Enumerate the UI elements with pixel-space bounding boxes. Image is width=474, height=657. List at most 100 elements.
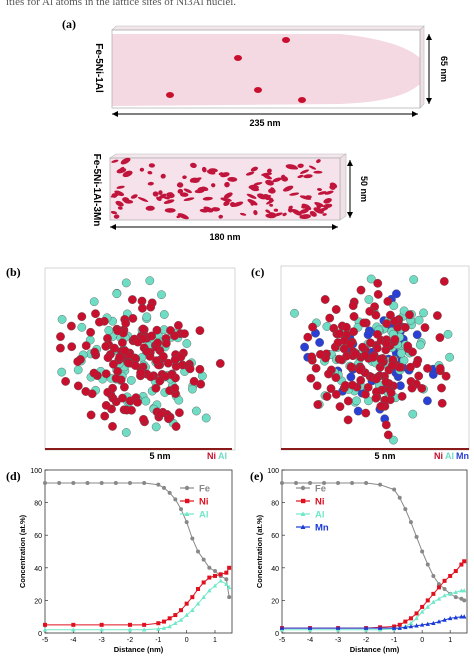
atom-al: [57, 314, 67, 324]
atom-ni: [335, 329, 345, 339]
atom-ni: [86, 327, 96, 337]
atom-ni: [118, 338, 127, 348]
x-tick-label: -5: [279, 637, 285, 644]
data-point-mn: [425, 621, 430, 626]
height-label-bottom: 50 nm: [359, 176, 369, 202]
data-point-ni: [431, 591, 436, 596]
atom-ni: [109, 359, 118, 369]
precipitate: [282, 37, 290, 43]
precipitate: [189, 178, 196, 183]
atom-ni: [123, 358, 133, 368]
precipitate: [246, 193, 257, 199]
x-tick-label: -4: [70, 637, 76, 644]
precipitate: [250, 200, 255, 206]
atom-al: [182, 339, 192, 348]
atom-ni: [163, 358, 173, 368]
atom-ni: [437, 398, 447, 408]
data-point-ni: [420, 604, 425, 609]
atom-ni: [195, 326, 205, 335]
alloy-label-bottom: Fe-5Ni-1Al-3Mn: [91, 154, 102, 227]
precipitate: [137, 197, 149, 202]
atom-ni: [115, 352, 125, 362]
precipitate: [166, 192, 175, 199]
atom-ni: [356, 285, 366, 295]
atom-ni: [343, 415, 353, 425]
data-point-fe: [397, 495, 402, 500]
atom-ni: [120, 382, 129, 392]
atom-ni: [382, 319, 392, 328]
precipitate: [253, 210, 258, 216]
atom-al: [290, 308, 299, 318]
atom-ni: [170, 355, 180, 365]
atom-ni: [89, 368, 99, 378]
precipitate: [115, 200, 124, 207]
legend-marker: [300, 511, 306, 516]
atom-ni: [195, 364, 205, 374]
atom-al: [77, 322, 87, 332]
data-point-fe: [408, 520, 413, 525]
precipitate: [201, 166, 207, 173]
precipitate: [250, 166, 259, 172]
atom-al: [191, 406, 201, 416]
precipitate: [272, 177, 282, 183]
data-point-fe: [173, 497, 178, 502]
atom-ni: [155, 376, 165, 386]
legend-marker: [300, 485, 306, 491]
y-tick-label: 40: [34, 566, 42, 573]
precipitate: [176, 215, 181, 219]
x-tick-label: -3: [335, 637, 341, 644]
atom-ni: [368, 352, 378, 362]
data-point-mn: [419, 622, 425, 627]
alloy-label-top: Fe-5Ni-1Al: [93, 43, 104, 93]
precipitate: [211, 183, 216, 188]
y-tick-label: 20: [34, 598, 42, 605]
atom-ni: [435, 363, 445, 373]
atom-ni: [128, 313, 138, 323]
data-point-al: [167, 624, 172, 629]
y-tick-label: 60: [34, 533, 42, 540]
data-point-ni: [227, 565, 232, 570]
precipitate: [273, 208, 279, 212]
data-point-fe: [364, 481, 369, 486]
legend-label-al: Al: [315, 510, 325, 521]
atom-al: [121, 278, 131, 288]
legend-b-ni: Ni: [207, 451, 216, 461]
atom-ni: [103, 387, 113, 397]
precipitate: [166, 92, 174, 98]
atom-ni: [373, 278, 383, 288]
precipitate: [280, 176, 289, 182]
atom-ni: [390, 316, 399, 326]
atom-al: [142, 312, 152, 322]
panel-a-label: (a): [62, 17, 76, 31]
data-point-ni: [425, 598, 430, 603]
atom-ni: [363, 382, 373, 392]
apt-box-top: [111, 25, 425, 109]
data-point-al: [178, 617, 184, 622]
atom-al: [396, 348, 406, 358]
atom-ni: [152, 356, 161, 366]
x-tick-label: -4: [307, 637, 313, 644]
width-arrow-bottom: [110, 224, 338, 230]
data-point-fe: [99, 481, 104, 486]
data-point-al: [442, 593, 447, 598]
precipitate: [254, 87, 262, 93]
data-point-fe: [392, 487, 397, 492]
atom-ni: [365, 306, 375, 316]
legend-label-mn: Mn: [315, 523, 329, 534]
data-point-fe: [280, 481, 284, 486]
precipitate: [287, 207, 293, 213]
y-tick-label: 0: [275, 631, 279, 638]
atom-ni: [407, 383, 417, 393]
atom-ni: [120, 346, 130, 356]
atom-ni: [56, 343, 65, 353]
precipitate: [297, 163, 304, 169]
atom-ni: [331, 389, 341, 399]
precipitate: [179, 192, 189, 197]
atom-al: [112, 289, 122, 299]
atom-ni: [403, 341, 413, 351]
atom-ni: [77, 312, 87, 321]
x-tick-label: -5: [42, 637, 48, 644]
y-tick-label: 0: [38, 631, 42, 638]
data-point-al: [224, 581, 229, 586]
